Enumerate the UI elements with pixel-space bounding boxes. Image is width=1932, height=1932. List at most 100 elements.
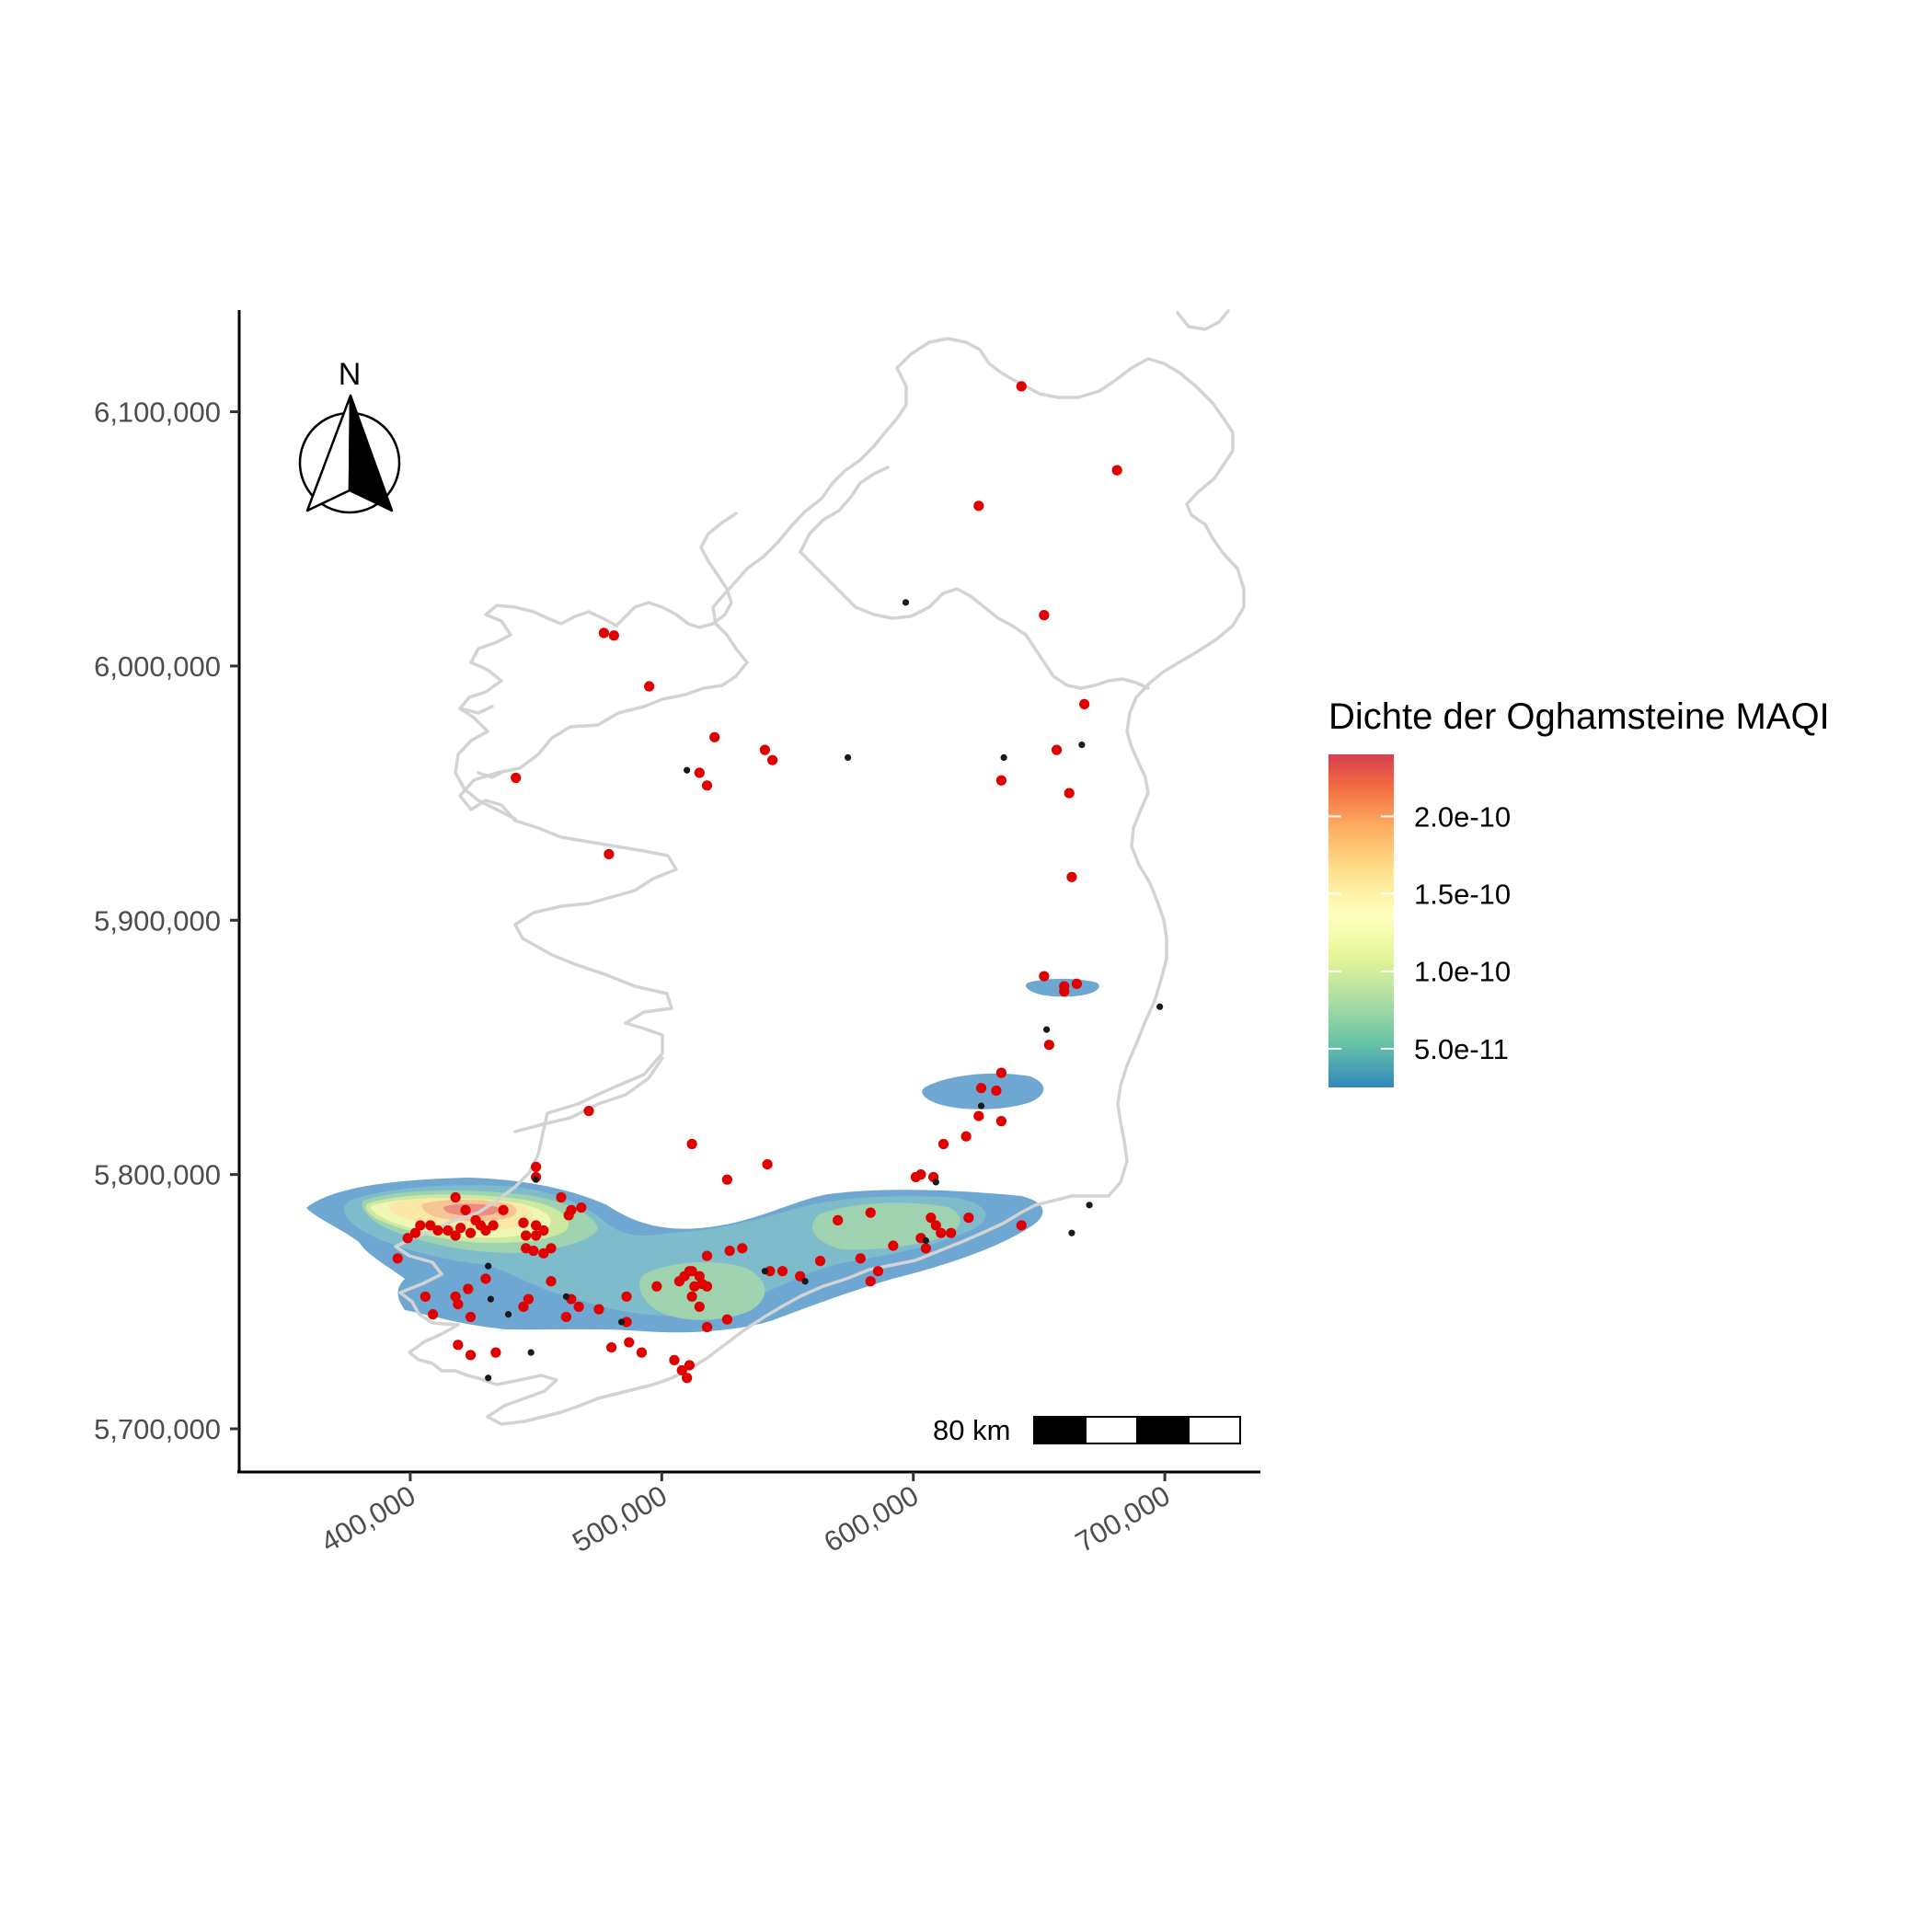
site-point-dark: [845, 753, 852, 762]
ogham-stone-point: [651, 1281, 662, 1292]
ogham-stone-point: [453, 1340, 464, 1351]
y-tick-label: 6,100,000: [94, 397, 221, 429]
ogham-stone-point: [644, 681, 655, 692]
ogham-stone-point: [1016, 1220, 1027, 1231]
ogham-stone-point: [531, 1161, 542, 1172]
ogham-stone-point: [694, 767, 705, 778]
coastline-scotland: [1176, 309, 1230, 331]
ogham-stone-point: [531, 1220, 542, 1231]
ogham-stone-point: [1051, 744, 1063, 755]
ogham-stone-point: [521, 1230, 532, 1241]
ogham-stone-point: [991, 1085, 1002, 1097]
ogham-stone-point: [973, 1110, 984, 1121]
coastline-northwest: [454, 512, 738, 821]
ogham-stone-point: [573, 1301, 584, 1312]
ogham-stone-point: [684, 1266, 695, 1277]
ogham-stone-point: [673, 1276, 685, 1287]
ogham-stone-point: [1039, 971, 1050, 982]
legend-title: Dichte der Oghamsteine MAQI: [1328, 696, 1830, 737]
scale-segment-1: [1033, 1416, 1087, 1444]
ogham-stone-point: [621, 1317, 632, 1328]
ogham-stone-point: [1079, 698, 1090, 709]
ogham-stone-point: [946, 1227, 957, 1238]
ogham-stone-point: [915, 1169, 926, 1180]
ogham-stone-point: [576, 1202, 587, 1213]
ogham-stone-point: [721, 1174, 732, 1185]
ogham-stone-point: [765, 1266, 776, 1277]
ogham-stone-point: [682, 1373, 693, 1384]
north-label: N: [339, 357, 362, 392]
ogham-stone-point: [1111, 465, 1122, 476]
ogham-stone-point: [465, 1311, 477, 1323]
site-point-dark: [487, 1295, 494, 1303]
y-tick-label: 5,900,000: [94, 904, 221, 937]
points-red-layer: [392, 381, 1122, 1384]
ogham-stone-point: [402, 1233, 413, 1244]
site-point-dark: [533, 1176, 540, 1183]
site-point-dark: [527, 1349, 535, 1356]
legend-label: 5.0e-11: [1414, 1033, 1509, 1065]
ogham-stone-point: [973, 500, 984, 512]
site-point-dark: [1086, 1202, 1093, 1209]
ogham-stone-point: [636, 1347, 648, 1358]
ogham-stone-point: [460, 1204, 471, 1215]
ogham-stone-point: [872, 1266, 884, 1277]
x-tick-label: 500,000: [567, 1479, 673, 1558]
x-tick-label: 600,000: [819, 1479, 925, 1558]
ogham-stone-point: [453, 1298, 464, 1310]
density-band-3b: [639, 1261, 765, 1320]
ogham-stone-point: [776, 1266, 788, 1277]
site-point-dark: [504, 1311, 512, 1318]
coastline-shannon: [513, 1056, 664, 1133]
ogham-stone-point: [608, 630, 619, 641]
site-point-dark: [1078, 741, 1086, 749]
ogham-stone-point: [920, 1243, 931, 1254]
ogham-stone-point: [518, 1301, 529, 1312]
ogham-stone-point: [463, 1283, 474, 1294]
ogham-stone-point: [930, 1220, 941, 1231]
ogham-stone-point: [855, 1253, 866, 1264]
ogham-stone-point: [450, 1230, 461, 1241]
ogham-stone-point: [767, 754, 778, 765]
ogham-stone-point: [518, 1217, 529, 1228]
ogham-stone-point: [865, 1207, 876, 1218]
ogham-stone-point: [1059, 986, 1070, 997]
ogham-stone-point: [1043, 1040, 1054, 1051]
ogham-stone-point: [936, 1227, 947, 1238]
ogham-stone-point: [593, 1304, 604, 1315]
ogham-stone-point: [721, 1314, 732, 1325]
ogham-stone-point: [669, 1354, 680, 1365]
site-point-dark: [617, 1318, 626, 1326]
site-point-dark: [485, 1262, 492, 1270]
ogham-stone-point: [684, 1360, 695, 1371]
ogham-stone-point: [960, 1131, 972, 1142]
ogham-stone-point: [523, 1294, 535, 1305]
ogham-stone-point: [432, 1225, 443, 1236]
ogham-stone-point: [488, 1220, 499, 1231]
ogham-stone-point: [415, 1220, 426, 1231]
ogham-stone-point: [995, 1116, 1006, 1127]
ogham-stone-point: [604, 848, 615, 860]
site-point-dark: [1000, 753, 1007, 762]
site-point-dark: [932, 1179, 939, 1186]
site-point-dark: [761, 1268, 769, 1275]
y-ticks: 6,100,000 6,000,000 5,900,000 5,800,000 5,70…: [94, 397, 239, 1445]
ogham-stone-point: [498, 1204, 509, 1215]
ogham-stone-point: [1016, 381, 1027, 392]
ogham-stone-point: [454, 1223, 466, 1234]
ogham-stone-point: [583, 1105, 594, 1117]
site-point-dark: [922, 1236, 929, 1245]
ogham-stone-point: [531, 1230, 542, 1241]
site-point-dark: [562, 1293, 570, 1300]
ogham-stone-point: [465, 1350, 477, 1361]
ogham-stone-point: [762, 1158, 773, 1170]
ogham-stone-point: [995, 775, 1006, 786]
ogham-stone-point: [709, 731, 720, 742]
ogham-stone-point: [937, 1138, 949, 1150]
site-point-dark: [801, 1278, 809, 1285]
ogham-stone-point: [420, 1291, 431, 1302]
north-arrow-icon: [298, 394, 401, 514]
legend-label: 1.5e-10: [1414, 879, 1511, 911]
coastline-border-2: [799, 466, 890, 554]
